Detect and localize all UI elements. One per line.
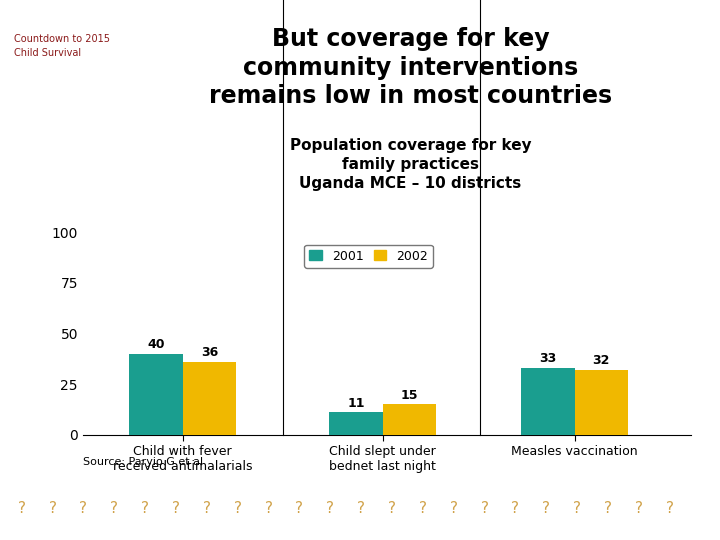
Text: ?: ? (79, 502, 87, 516)
Bar (330, 413, 383, 435)
Text: ?: ? (665, 502, 674, 516)
Text: 15: 15 (401, 389, 418, 402)
Text: Countdown to 2015
Child Survival: Countdown to 2015 Child Survival (14, 35, 110, 57)
Text: 11: 11 (348, 397, 365, 410)
Text: But coverage for key
community interventions
remains low in most countries: But coverage for key community intervent… (209, 27, 612, 108)
Bar (383, 404, 436, 435)
Text: ?: ? (17, 502, 26, 516)
Text: ?: ? (449, 502, 458, 516)
Text: Source: Paryio G et al: Source: Paryio G et al (83, 457, 203, 467)
Text: ?: ? (172, 502, 180, 516)
Text: ?: ? (480, 502, 488, 516)
Text: ?: ? (326, 502, 334, 516)
Text: ?: ? (203, 502, 211, 516)
Text: ?: ? (635, 502, 643, 516)
Text: ?: ? (573, 502, 581, 516)
Text: 12: 12 (683, 511, 702, 525)
Text: 33: 33 (539, 353, 557, 366)
Bar (575, 370, 628, 435)
Text: ?: ? (48, 502, 56, 516)
Text: ?: ? (604, 502, 612, 516)
Text: ?: ? (542, 502, 550, 516)
Text: ?: ? (110, 502, 118, 516)
Text: Population coverage for key
family practices
Uganda MCE – 10 districts: Population coverage for key family pract… (289, 138, 531, 191)
Text: ?: ? (419, 502, 427, 516)
Text: ?: ? (511, 502, 519, 516)
Bar (521, 368, 575, 435)
Text: ?: ? (295, 502, 303, 516)
Text: 36: 36 (201, 346, 218, 360)
Text: ?: ? (233, 502, 242, 516)
Legend: 2001, 2002: 2001, 2002 (305, 245, 433, 267)
Text: ?: ? (141, 502, 149, 516)
Text: 40: 40 (148, 338, 165, 351)
Bar (130, 354, 183, 435)
Bar (183, 362, 236, 435)
Text: ?: ? (264, 502, 272, 516)
Text: ?: ? (357, 502, 365, 516)
Text: 32: 32 (593, 354, 610, 367)
Text: ?: ? (388, 502, 396, 516)
